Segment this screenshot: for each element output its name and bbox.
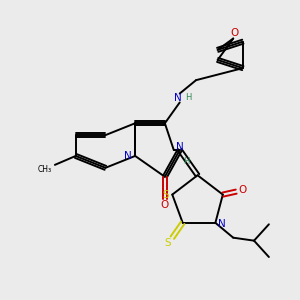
Text: O: O [231, 28, 239, 38]
Text: N: N [176, 142, 184, 152]
Text: N: N [124, 151, 132, 161]
Text: O: O [238, 185, 247, 195]
Text: S: S [162, 190, 169, 200]
Text: N: N [218, 219, 226, 229]
Text: S: S [164, 238, 171, 248]
Text: O: O [161, 200, 169, 210]
Text: CH₃: CH₃ [38, 165, 52, 174]
Text: H: H [185, 94, 191, 103]
Text: N: N [174, 93, 182, 103]
Text: H: H [183, 157, 189, 166]
